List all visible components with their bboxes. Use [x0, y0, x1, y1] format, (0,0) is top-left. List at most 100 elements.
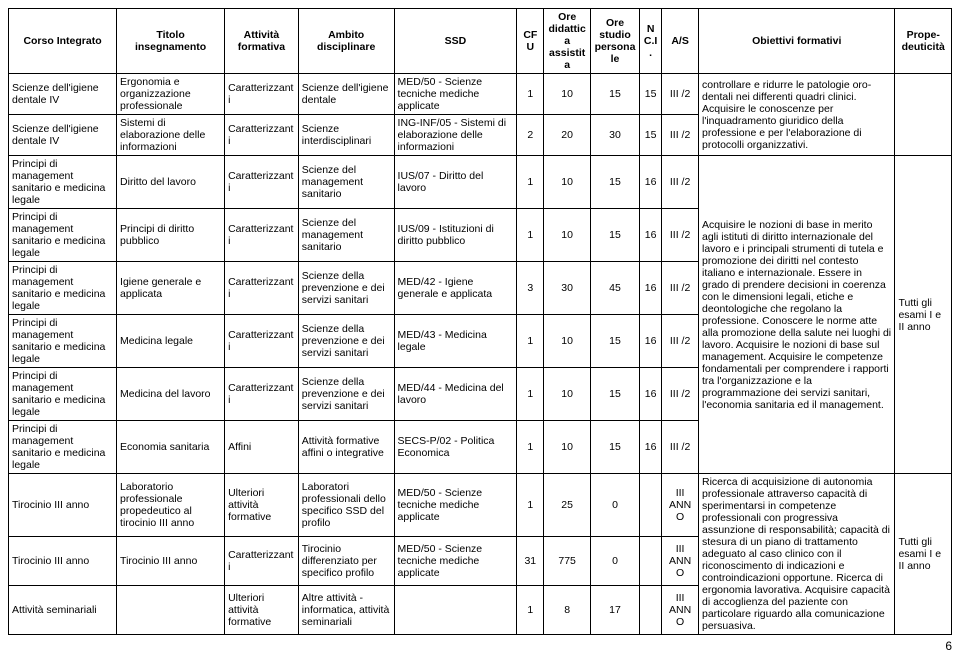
cell-cfu: 1 [517, 586, 544, 635]
cell-ore-stu: 15 [590, 368, 639, 421]
cell-ambito: Altre attività - informatica, attività s… [298, 586, 394, 635]
cell-cfu: 1 [517, 474, 544, 537]
cell-ore-did: 10 [544, 74, 591, 115]
cell-prop: Tutti gli esami I e II anno [895, 156, 952, 474]
cell-as: III /2 [662, 156, 699, 209]
curriculum-table: Corso Integrato Titolo insegnamento Atti… [8, 8, 952, 635]
cell-ore-stu: 15 [590, 209, 639, 262]
cell-cfu: 1 [517, 156, 544, 209]
col-attivita: Attività formativa [225, 9, 299, 74]
cell-ore-stu: 45 [590, 262, 639, 315]
cell-ore-did: 775 [544, 537, 591, 586]
cell-cfu: 31 [517, 537, 544, 586]
cell-nci: 16 [640, 421, 662, 474]
cell-ore-did: 25 [544, 474, 591, 537]
cell-nci: 16 [640, 156, 662, 209]
cell-ore-did: 30 [544, 262, 591, 315]
cell-ore-stu: 15 [590, 421, 639, 474]
cell-ssd: MED/50 - Scienze tecniche mediche applic… [394, 537, 517, 586]
cell-nci: 16 [640, 368, 662, 421]
cell-nci: 15 [640, 74, 662, 115]
cell-attivita: Ulteriori attività formative [225, 586, 299, 635]
cell-attivita: Caratterizzanti [225, 115, 299, 156]
cell-ore-did: 8 [544, 586, 591, 635]
cell-nci: 16 [640, 315, 662, 368]
cell-ore-stu: 15 [590, 315, 639, 368]
cell-corso: Principi di management sanitario e medic… [9, 421, 117, 474]
col-corso: Corso Integrato [9, 9, 117, 74]
cell-ore-stu: 0 [590, 537, 639, 586]
col-titolo: Titolo insegnamento [117, 9, 225, 74]
cell-corso: Principi di management sanitario e medic… [9, 315, 117, 368]
cell-ssd: IUS/09 - Istituzioni di diritto pubblico [394, 209, 517, 262]
cell-as: III /2 [662, 368, 699, 421]
cell-as: III /2 [662, 74, 699, 115]
cell-corso: Principi di management sanitario e medic… [9, 156, 117, 209]
cell-corso: Attività seminariali [9, 586, 117, 635]
cell-as: III ANNO [662, 474, 699, 537]
col-ssd: SSD [394, 9, 517, 74]
cell-corso: Scienze dell'igiene dentale IV [9, 74, 117, 115]
table-row: Scienze dell'igiene dentale IVErgonomia … [9, 74, 952, 115]
table-row: Tirocinio III annoLaboratorio profession… [9, 474, 952, 537]
cell-nci [640, 537, 662, 586]
cell-titolo: Igiene generale e applicata [117, 262, 225, 315]
page-number: 6 [8, 639, 952, 653]
cell-ambito: Scienze del management sanitario [298, 209, 394, 262]
cell-as: III /2 [662, 262, 699, 315]
cell-titolo: Medicina legale [117, 315, 225, 368]
cell-titolo: Ergonomia e organizzazione professionale [117, 74, 225, 115]
cell-ore-stu: 15 [590, 74, 639, 115]
cell-ambito: Attività formative affini o integrative [298, 421, 394, 474]
cell-as: III /2 [662, 115, 699, 156]
table-row: Principi di management sanitario e medic… [9, 156, 952, 209]
cell-titolo: Medicina del lavoro [117, 368, 225, 421]
cell-as: III ANNO [662, 586, 699, 635]
cell-ambito: Scienze interdisciplinari [298, 115, 394, 156]
cell-titolo: Tirocinio III anno [117, 537, 225, 586]
cell-cfu: 2 [517, 115, 544, 156]
cell-titolo [117, 586, 225, 635]
cell-cfu: 1 [517, 421, 544, 474]
cell-nci: 16 [640, 262, 662, 315]
cell-ore-stu: 15 [590, 156, 639, 209]
cell-ssd: MED/43 - Medicina legale [394, 315, 517, 368]
cell-ore-stu: 17 [590, 586, 639, 635]
cell-corso: Principi di management sanitario e medic… [9, 368, 117, 421]
cell-as: III /2 [662, 421, 699, 474]
cell-obiettivi: Ricerca di acquisizione di autonomia pro… [699, 474, 895, 635]
cell-corso: Tirocinio III anno [9, 537, 117, 586]
cell-obiettivi: controllare e ridurre le patologie oro-d… [699, 74, 895, 156]
cell-nci [640, 586, 662, 635]
cell-obiettivi: Acquisire le nozioni di base in merito a… [699, 156, 895, 474]
cell-ssd: MED/50 - Scienze tecniche mediche applic… [394, 74, 517, 115]
cell-corso: Tirocinio III anno [9, 474, 117, 537]
cell-ore-did: 20 [544, 115, 591, 156]
cell-corso: Principi di management sanitario e medic… [9, 209, 117, 262]
cell-ambito: Scienze della prevenzione e dei servizi … [298, 262, 394, 315]
cell-titolo: Principi di diritto pubblico [117, 209, 225, 262]
cell-attivita: Caratterizzanti [225, 537, 299, 586]
cell-ssd: ING-INF/05 - Sistemi di elaborazione del… [394, 115, 517, 156]
cell-as: III /2 [662, 315, 699, 368]
col-ore-stu: Ore studio personale [590, 9, 639, 74]
cell-ore-stu: 0 [590, 474, 639, 537]
cell-attivita: Affini [225, 421, 299, 474]
cell-attivita: Caratterizzanti [225, 209, 299, 262]
cell-nci [640, 474, 662, 537]
cell-ssd [394, 586, 517, 635]
cell-attivita: Caratterizzanti [225, 368, 299, 421]
cell-nci: 16 [640, 209, 662, 262]
cell-ore-did: 10 [544, 315, 591, 368]
cell-ambito: Laboratori professionali dello specifico… [298, 474, 394, 537]
cell-ambito: Scienze della prevenzione e dei servizi … [298, 368, 394, 421]
cell-ambito: Scienze dell'igiene dentale [298, 74, 394, 115]
cell-ambito: Scienze del management sanitario [298, 156, 394, 209]
cell-ore-did: 10 [544, 156, 591, 209]
col-cfu: CFU [517, 9, 544, 74]
col-ore-did: Ore didattica assistita [544, 9, 591, 74]
cell-ore-did: 10 [544, 209, 591, 262]
cell-corso: Scienze dell'igiene dentale IV [9, 115, 117, 156]
cell-ssd: IUS/07 - Diritto del lavoro [394, 156, 517, 209]
cell-ssd: SECS-P/02 - Politica Economica [394, 421, 517, 474]
